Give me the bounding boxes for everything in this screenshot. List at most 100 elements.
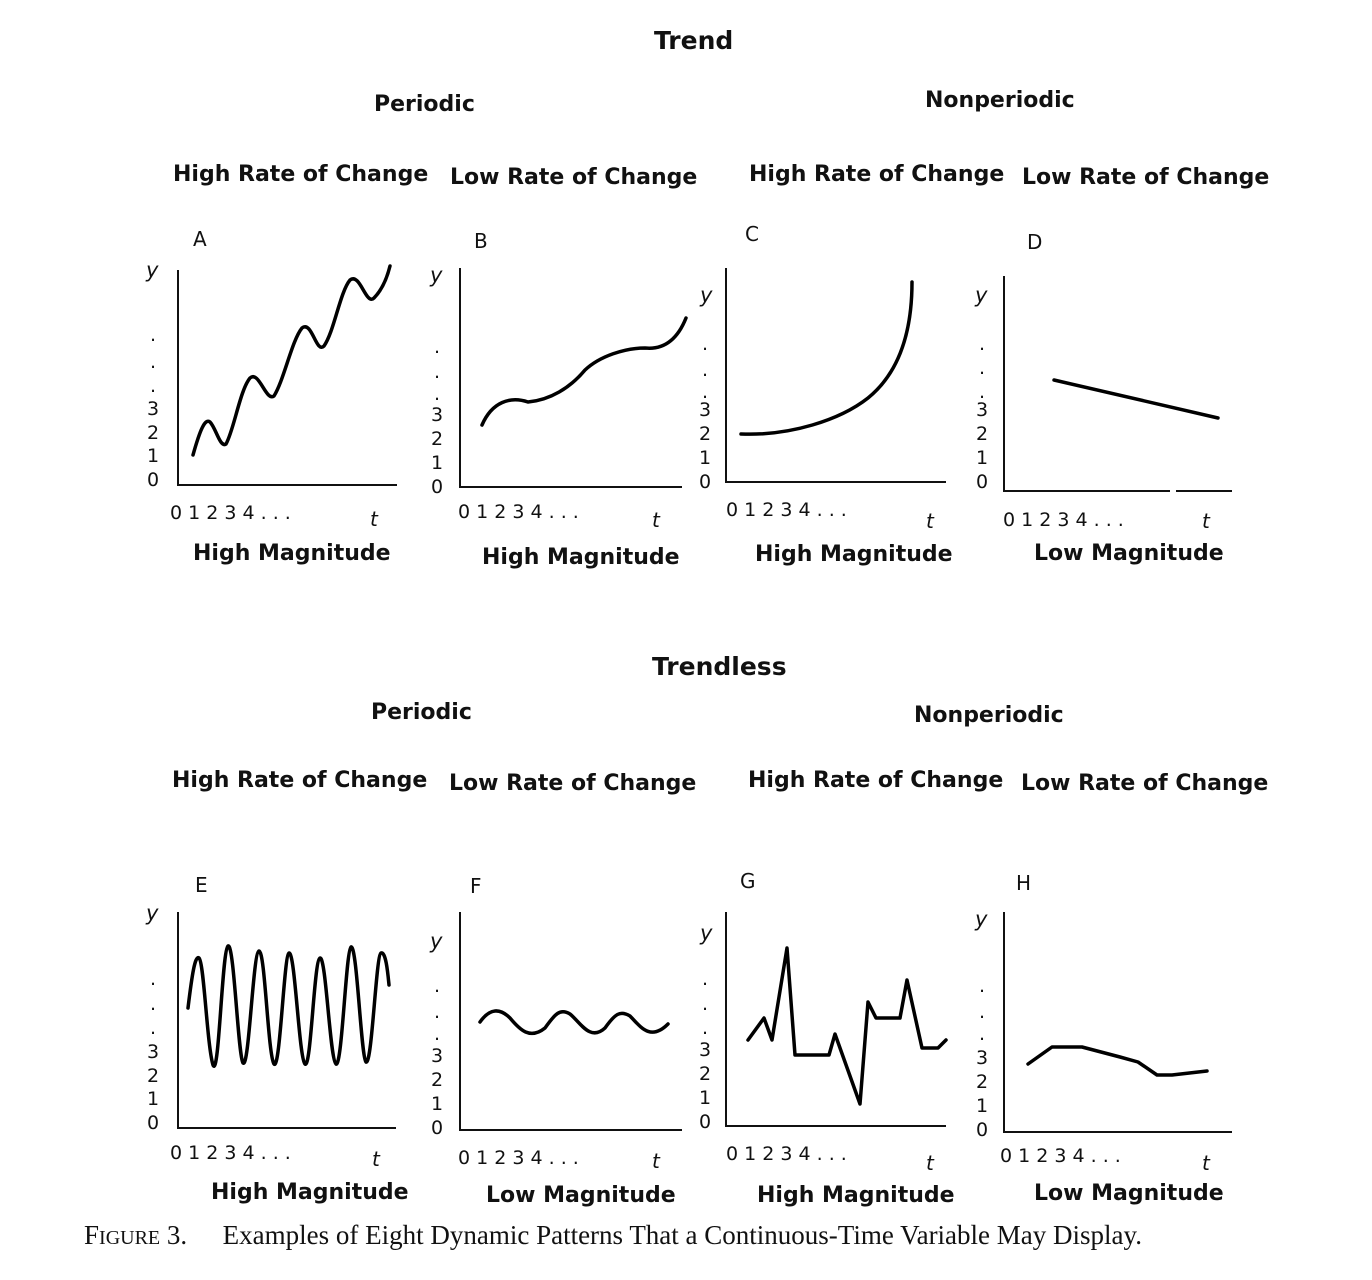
svg-text:2: 2 xyxy=(699,1063,711,1085)
panel-letter-d: D xyxy=(1027,230,1042,254)
svg-text:3: 3 xyxy=(431,404,443,426)
y-ticks-f: ... 3 2 1 0 xyxy=(431,975,443,1139)
svg-text:2: 2 xyxy=(431,1069,443,1091)
rate-label-a: High Rate of Change xyxy=(173,162,429,187)
panel-g: G y ... 3 2 1 0 0 1 2 3 4 . . . t xyxy=(699,869,948,1175)
svg-text:3: 3 xyxy=(147,1041,159,1063)
svg-text:0: 0 xyxy=(431,476,443,498)
axes-d xyxy=(1003,276,1232,492)
panel-a: A y ... 3 2 1 0 0 1 2 3 4 . . . t xyxy=(145,227,397,531)
rate-label-d: Low Rate of Change xyxy=(1022,165,1270,190)
y-tick-3: 3 xyxy=(147,398,159,420)
svg-text:2: 2 xyxy=(147,1065,159,1087)
group-label-nonperiodic-trend: Nonperiodic xyxy=(925,88,1075,113)
svg-text:1: 1 xyxy=(699,447,711,469)
y-ticks-b: ... 3 2 1 0 xyxy=(431,336,443,498)
y-ticks-c: ... 3 2 1 0 xyxy=(699,333,711,493)
panel-e: E y ... 3 2 1 0 0 1 2 3 4 . . . t xyxy=(145,873,396,1171)
magnitude-label-e: High Magnitude xyxy=(211,1180,409,1205)
figure-caption: FIGURE 3. Examples of Eight Dynamic Patt… xyxy=(84,1220,1142,1251)
svg-text:.: . xyxy=(434,975,440,997)
svg-text:.: . xyxy=(702,968,708,990)
x-ticks-g: 0 1 2 3 4 . . . xyxy=(726,1143,847,1165)
svg-text:.: . xyxy=(702,359,708,381)
t-axis-label-d: t xyxy=(1202,509,1211,533)
y-tick-1: 1 xyxy=(147,445,159,467)
group-label-periodic-trendless: Periodic xyxy=(371,700,472,725)
magnitude-label-b: High Magnitude xyxy=(482,545,680,570)
svg-text:0: 0 xyxy=(976,1119,988,1141)
axes-b xyxy=(459,268,682,488)
y-axis-label-f: y xyxy=(429,929,443,953)
rate-label-h: Low Rate of Change xyxy=(1021,771,1269,796)
magnitude-label-c: High Magnitude xyxy=(755,542,953,567)
t-axis-label-g: t xyxy=(926,1151,935,1175)
t-axis-label-c: t xyxy=(926,509,935,533)
t-axis-label-a: t xyxy=(370,507,379,531)
section-title-trendless: Trendless xyxy=(652,652,787,681)
caption-figure-number: 3. xyxy=(166,1220,188,1250)
svg-text:.: . xyxy=(979,1001,985,1023)
svg-text:1: 1 xyxy=(976,447,988,469)
svg-text:1: 1 xyxy=(699,1087,711,1109)
svg-text:.: . xyxy=(979,975,985,997)
caption-text: Examples of Eight Dynamic Patterns That … xyxy=(222,1220,1143,1250)
x-ticks-a: 0 1 2 3 4 . . . xyxy=(170,502,291,524)
y-axis-label-e: y xyxy=(145,901,159,925)
panel-letter-f: F xyxy=(470,874,482,898)
axes-e xyxy=(177,912,396,1129)
panel-letter-c: C xyxy=(745,222,759,246)
svg-text:1: 1 xyxy=(431,1093,443,1115)
rate-label-f: Low Rate of Change xyxy=(449,771,697,796)
svg-text:1: 1 xyxy=(976,1095,988,1117)
y-axis-label-h: y xyxy=(974,907,988,931)
magnitude-label-a: High Magnitude xyxy=(193,541,391,566)
x-ticks-b: 0 1 2 3 4 . . . xyxy=(458,501,579,523)
svg-text:.: . xyxy=(150,993,156,1015)
svg-text:.: . xyxy=(150,375,156,397)
curve-c xyxy=(739,280,914,436)
x-ticks-c: 0 1 2 3 4 . . . xyxy=(726,499,847,521)
curve-h xyxy=(1026,1045,1209,1077)
curve-f xyxy=(478,1009,670,1036)
svg-text:2: 2 xyxy=(976,423,988,445)
svg-text:3: 3 xyxy=(976,399,988,421)
y-ticks-d: ... 3 2 1 0 xyxy=(976,333,988,493)
caption-figure-first-letter: F xyxy=(84,1220,100,1250)
y-tick-2: 2 xyxy=(147,422,159,444)
svg-text:.: . xyxy=(150,1017,156,1039)
curve-a xyxy=(191,264,392,457)
y-axis-label-b: y xyxy=(429,263,443,287)
svg-text:.: . xyxy=(434,1001,440,1023)
rate-label-e: High Rate of Change xyxy=(172,768,428,793)
section-title-trend: Trend xyxy=(654,26,734,55)
axes-a xyxy=(177,270,397,486)
svg-text:2: 2 xyxy=(699,423,711,445)
panel-letter-a: A xyxy=(193,227,207,251)
group-label-nonperiodic-trendless: Nonperiodic xyxy=(914,703,1064,728)
y-ticks-e: ... 3 2 1 0 xyxy=(147,968,159,1134)
x-ticks-h: 0 1 2 3 4 . . . xyxy=(1000,1145,1121,1167)
magnitude-label-g: High Magnitude xyxy=(757,1183,955,1208)
panel-letter-g: G xyxy=(740,869,756,893)
magnitude-label-h: Low Magnitude xyxy=(1034,1181,1224,1206)
panel-letter-e: E xyxy=(195,873,208,897)
svg-text:0: 0 xyxy=(431,1117,443,1139)
axes-f xyxy=(459,912,682,1131)
axes-h xyxy=(1003,912,1232,1133)
svg-text:2: 2 xyxy=(976,1071,988,1093)
svg-text:3: 3 xyxy=(699,399,711,421)
y-axis-label-g: y xyxy=(699,921,713,945)
svg-text:.: . xyxy=(434,336,440,358)
svg-text:0: 0 xyxy=(976,471,988,493)
group-label-periodic-trend: Periodic xyxy=(374,92,475,117)
axes-g xyxy=(725,912,946,1127)
y-axis-label-a: y xyxy=(145,258,159,282)
t-axis-label-e: t xyxy=(372,1147,381,1171)
t-axis-label-h: t xyxy=(1202,1151,1211,1175)
svg-text:.: . xyxy=(979,1023,985,1045)
svg-text:.: . xyxy=(702,993,708,1015)
x-ticks-e: 0 1 2 3 4 . . . xyxy=(170,1142,291,1164)
svg-text:.: . xyxy=(150,968,156,990)
